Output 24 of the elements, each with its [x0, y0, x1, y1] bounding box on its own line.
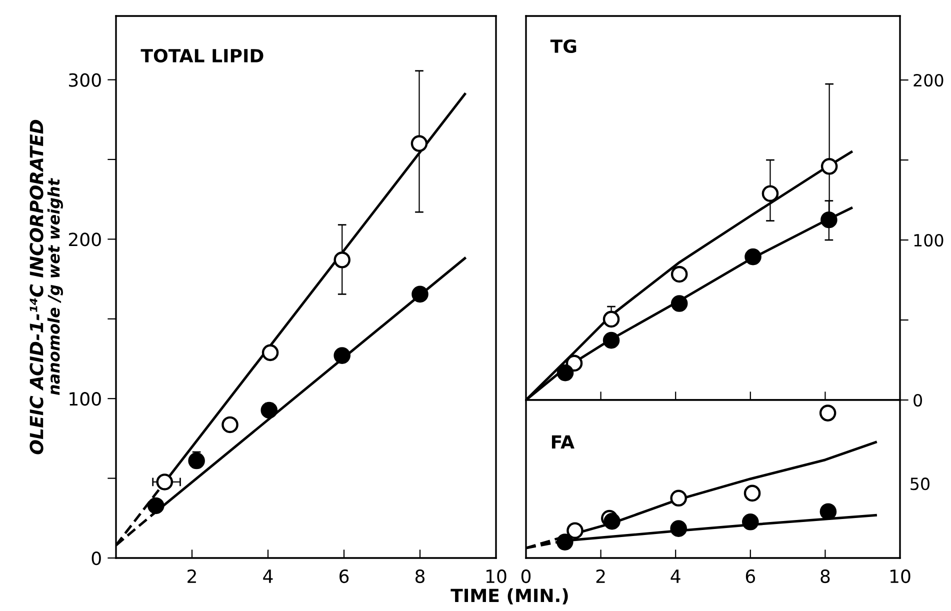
- x-tick-label: 6: [746, 569, 756, 584]
- x-tick-label: 10: [890, 569, 910, 584]
- x-axis-title: TIME (MIN.): [450, 588, 568, 604]
- x-tick-label: 10: [486, 569, 506, 584]
- x-tick-label: 6: [340, 569, 349, 584]
- y-tick-label: 100: [70, 392, 101, 406]
- x-tick-label: 4: [670, 570, 680, 583]
- y-axis-title: OLEIC ACID-1-¹⁴C INCORPORATED nanomole /g wet weight: [30, 120, 63, 454]
- text: FA: [552, 435, 574, 448]
- y-tick-label: 0: [92, 551, 101, 566]
- text: TG: [550, 39, 576, 54]
- x-tick-label: 2: [596, 569, 605, 583]
- x-tick-label: 0: [521, 569, 531, 584]
- x-tick-label: 2: [188, 569, 196, 583]
- y-tick-label: 0: [914, 394, 922, 407]
- x-tick-label: 8: [820, 569, 830, 584]
- x-tick-label: 8: [415, 569, 425, 584]
- y-tick-label: 100: [914, 234, 944, 247]
- x-tick-label: 4: [263, 570, 273, 583]
- text: TOTAL LIPID: [140, 48, 264, 62]
- y-tick-label: 300: [69, 73, 101, 87]
- y-tick-label: 200: [914, 74, 944, 87]
- y-tick-label: 200: [68, 232, 101, 246]
- text: 50: [910, 478, 930, 490]
